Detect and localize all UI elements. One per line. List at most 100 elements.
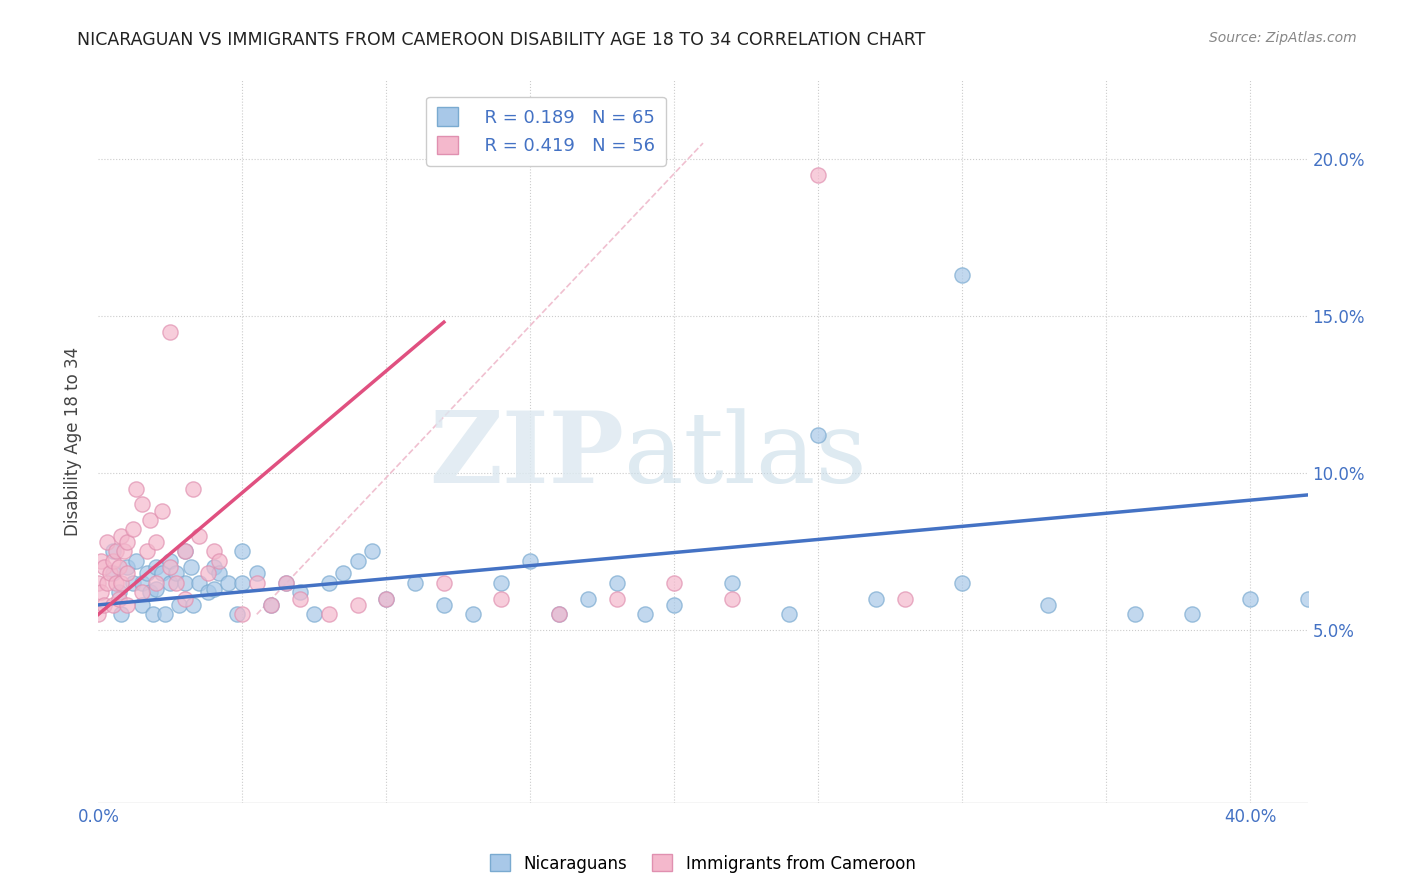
- Point: [131, 585, 153, 599]
- Point: [433, 598, 456, 612]
- Point: [950, 575, 973, 590]
- Point: [1239, 591, 1261, 606]
- Point: [107, 560, 129, 574]
- Point: [159, 325, 181, 339]
- Point: [139, 585, 162, 599]
- Point: [183, 482, 205, 496]
- Point: [101, 554, 124, 568]
- Point: [145, 560, 167, 574]
- Point: [519, 554, 541, 568]
- Point: [159, 554, 181, 568]
- Point: [950, 268, 973, 282]
- Point: [159, 575, 181, 590]
- Point: [404, 575, 426, 590]
- Point: [90, 585, 112, 599]
- Point: [274, 575, 297, 590]
- Point: [778, 607, 800, 622]
- Point: [246, 566, 269, 581]
- Point: [548, 607, 571, 622]
- Point: [87, 607, 110, 622]
- Point: [720, 575, 742, 590]
- Point: [107, 585, 129, 599]
- Point: [131, 575, 153, 590]
- Point: [197, 566, 219, 581]
- Point: [461, 607, 484, 622]
- Point: [131, 598, 153, 612]
- Point: [346, 598, 368, 612]
- Point: [288, 591, 311, 606]
- Point: [93, 598, 115, 612]
- Point: [110, 575, 132, 590]
- Point: [101, 544, 124, 558]
- Point: [606, 591, 628, 606]
- Point: [139, 513, 162, 527]
- Text: atlas: atlas: [624, 409, 868, 504]
- Point: [153, 607, 176, 622]
- Point: [150, 566, 173, 581]
- Point: [664, 598, 686, 612]
- Point: [332, 566, 354, 581]
- Point: [576, 591, 599, 606]
- Point: [231, 544, 253, 558]
- Point: [125, 554, 148, 568]
- Point: [183, 598, 205, 612]
- Point: [208, 566, 231, 581]
- Point: [225, 607, 247, 622]
- Point: [361, 544, 384, 558]
- Point: [122, 523, 145, 537]
- Point: [98, 566, 121, 581]
- Point: [202, 544, 225, 558]
- Point: [231, 607, 253, 622]
- Point: [136, 544, 159, 558]
- Point: [110, 529, 132, 543]
- Point: [159, 560, 181, 574]
- Point: [142, 607, 165, 622]
- Text: Source: ZipAtlas.com: Source: ZipAtlas.com: [1209, 31, 1357, 45]
- Point: [1181, 607, 1204, 622]
- Point: [865, 591, 887, 606]
- Point: [165, 566, 187, 581]
- Point: [87, 575, 110, 590]
- Point: [107, 591, 129, 606]
- Point: [180, 560, 202, 574]
- Point: [288, 585, 311, 599]
- Point: [145, 575, 167, 590]
- Point: [202, 560, 225, 574]
- Point: [110, 607, 132, 622]
- Point: [664, 575, 686, 590]
- Point: [165, 575, 187, 590]
- Point: [188, 575, 211, 590]
- Point: [115, 560, 138, 574]
- Y-axis label: Disability Age 18 to 34: Disability Age 18 to 34: [65, 347, 83, 536]
- Point: [318, 575, 340, 590]
- Point: [634, 607, 657, 622]
- Legend: Nicaraguans, Immigrants from Cameroon: Nicaraguans, Immigrants from Cameroon: [484, 847, 922, 880]
- Point: [304, 607, 326, 622]
- Point: [1038, 598, 1060, 612]
- Point: [807, 428, 830, 442]
- Point: [491, 591, 513, 606]
- Point: [173, 544, 195, 558]
- Legend:   R = 0.189   N = 65,   R = 0.419   N = 56: R = 0.189 N = 65, R = 0.419 N = 56: [426, 96, 665, 166]
- Point: [375, 591, 398, 606]
- Point: [548, 607, 571, 622]
- Point: [115, 535, 138, 549]
- Point: [606, 575, 628, 590]
- Point: [173, 575, 195, 590]
- Point: [375, 591, 398, 606]
- Point: [101, 566, 124, 581]
- Point: [231, 575, 253, 590]
- Point: [136, 566, 159, 581]
- Point: [318, 607, 340, 622]
- Point: [90, 554, 112, 568]
- Point: [96, 575, 118, 590]
- Point: [260, 598, 283, 612]
- Point: [217, 575, 239, 590]
- Point: [433, 575, 456, 590]
- Point: [1123, 607, 1146, 622]
- Point: [167, 598, 190, 612]
- Point: [188, 529, 211, 543]
- Point: [104, 544, 127, 558]
- Point: [150, 503, 173, 517]
- Point: [260, 598, 283, 612]
